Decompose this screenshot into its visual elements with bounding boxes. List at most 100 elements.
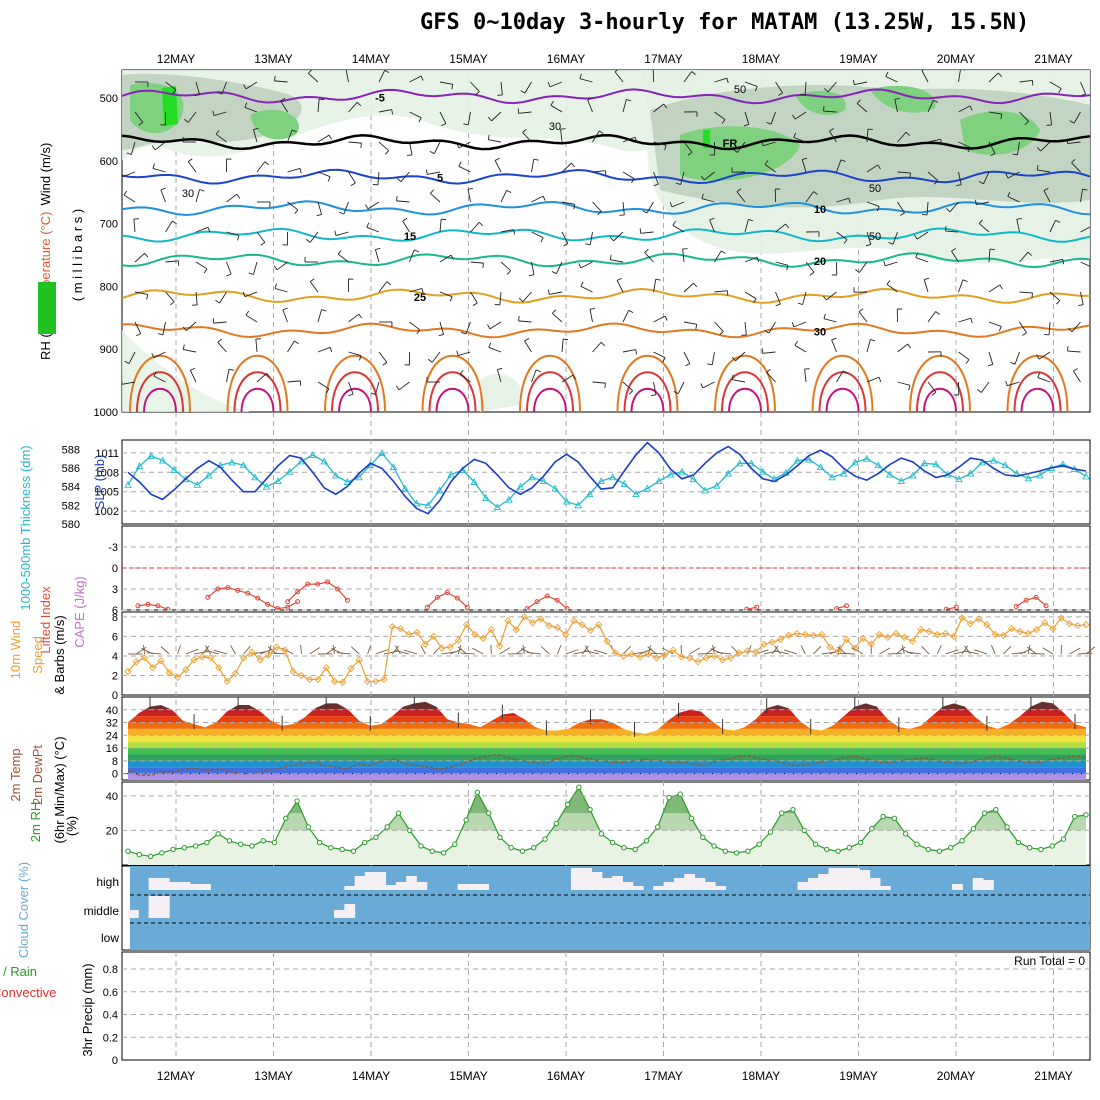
wind-barb <box>561 231 569 244</box>
wind10m-speed-point <box>1016 627 1024 636</box>
wind-barb-flag <box>987 363 993 367</box>
rh2m-point <box>418 843 424 849</box>
wind-barb-flag <box>753 298 757 304</box>
wind10m-speed-point <box>694 658 702 666</box>
wind10m-speed-point <box>132 658 140 666</box>
wind-barb <box>439 321 445 335</box>
wind10m-speed-point <box>429 632 438 641</box>
wind-barb <box>195 291 198 305</box>
wind-barb <box>1014 351 1020 365</box>
wind-barb-flag <box>316 214 322 217</box>
wind-barb-flag <box>1007 191 1011 197</box>
wind-barb-flag <box>970 318 973 324</box>
wind-barb <box>470 261 484 264</box>
wind-barb-flag <box>829 128 834 132</box>
lifted-index-point <box>1033 594 1039 600</box>
date-label-top: 19MAY <box>839 52 877 66</box>
wind-barb <box>592 201 602 212</box>
wind-barb <box>439 81 453 85</box>
lifted-index-line <box>137 603 169 610</box>
cloud-high-bar <box>200 884 211 890</box>
wind10m-barb <box>177 645 181 655</box>
wind-barb <box>988 141 996 154</box>
wind-barb <box>550 104 563 113</box>
wind10m-speed-point <box>743 647 752 655</box>
lifted-index-point <box>834 606 840 610</box>
rh2m-point <box>294 798 300 804</box>
date-label-bottom: 17MAY <box>644 1069 682 1083</box>
lifted-index-point <box>444 590 450 595</box>
rh-contour-label: 30 <box>549 121 561 133</box>
wind10m-barb <box>395 650 409 655</box>
wind-barb <box>430 192 441 203</box>
wind-barb <box>836 231 848 241</box>
wind-barb <box>276 261 288 271</box>
wind-barb <box>287 167 301 173</box>
wind-barb <box>671 201 685 208</box>
wind-barb <box>489 321 502 330</box>
rh2m-point <box>655 824 661 830</box>
wind10m-barb <box>460 652 475 655</box>
wind-barb <box>377 171 380 185</box>
wind10m-speed-point <box>545 622 553 630</box>
wind-barb-flag <box>951 248 956 252</box>
wind-barb <box>309 281 319 293</box>
wind10m-speed-point <box>966 620 975 628</box>
wind10m-barb <box>160 646 170 655</box>
wind-barb-flag <box>598 130 604 134</box>
wind10m-speed-point <box>306 675 314 684</box>
wind-barb <box>308 72 319 83</box>
cloud-high-bar <box>406 876 417 890</box>
wind-barb <box>701 198 715 203</box>
wind-barb-flag <box>888 241 894 245</box>
wind-barb-flag <box>693 282 698 288</box>
lifted-index-point <box>235 587 241 593</box>
wind-barb <box>892 231 898 245</box>
wind10m-barb <box>449 648 463 655</box>
wind-barb-flag <box>865 243 871 247</box>
panel-frame-prec <box>121 951 1091 1061</box>
wind-barb-flag <box>672 220 676 226</box>
date-label-bottom: 19MAY <box>839 1069 877 1083</box>
wind-barb <box>162 321 166 335</box>
wind-barb <box>804 369 807 383</box>
thickness-point <box>181 475 190 483</box>
wind10m-speed-point <box>842 635 851 643</box>
warm-contour-loop <box>143 387 177 412</box>
rh2m-point <box>812 841 819 847</box>
wind-barb-flag <box>242 291 246 297</box>
wind10m-speed-point <box>669 646 677 654</box>
wind-barb <box>976 201 990 206</box>
wind-barb <box>467 189 471 203</box>
wind10m-speed-point <box>537 615 545 623</box>
wind-barb <box>226 193 238 203</box>
wind-barb <box>672 224 685 233</box>
wind-barb <box>396 200 410 203</box>
warm-contour-loop <box>428 371 477 412</box>
date-label-bottom: 13MAY <box>254 1069 292 1083</box>
wind10m-barb <box>800 645 806 655</box>
wind10m-speed-point <box>124 667 132 676</box>
wind-barb-flag <box>487 134 490 140</box>
wind10m-barb <box>1019 648 1032 655</box>
wind10m-speed-point <box>165 668 173 677</box>
rh-contour-label: 30 <box>182 188 194 200</box>
thickness-point <box>424 501 432 509</box>
wind-barb-flag <box>631 178 635 184</box>
cloud-high-bar <box>179 882 191 890</box>
wind-barb <box>337 253 349 263</box>
wind10m-barb <box>1069 647 1081 655</box>
wind10m-speed-point <box>355 656 363 664</box>
temp-band <box>128 748 1086 755</box>
temperature-contour <box>122 168 1090 185</box>
wind10m-speed-point <box>363 677 372 685</box>
wind10m-barb <box>403 649 418 655</box>
rh2m-point <box>891 815 898 822</box>
lifted-index-point <box>295 599 301 605</box>
wind-barb <box>374 381 380 395</box>
wind-barb-flag <box>391 109 394 115</box>
wind-barb-flag <box>487 116 492 122</box>
wind-barb <box>134 111 144 123</box>
wind10m-speed-point <box>553 623 562 632</box>
wind10m-speed-point <box>826 643 834 651</box>
